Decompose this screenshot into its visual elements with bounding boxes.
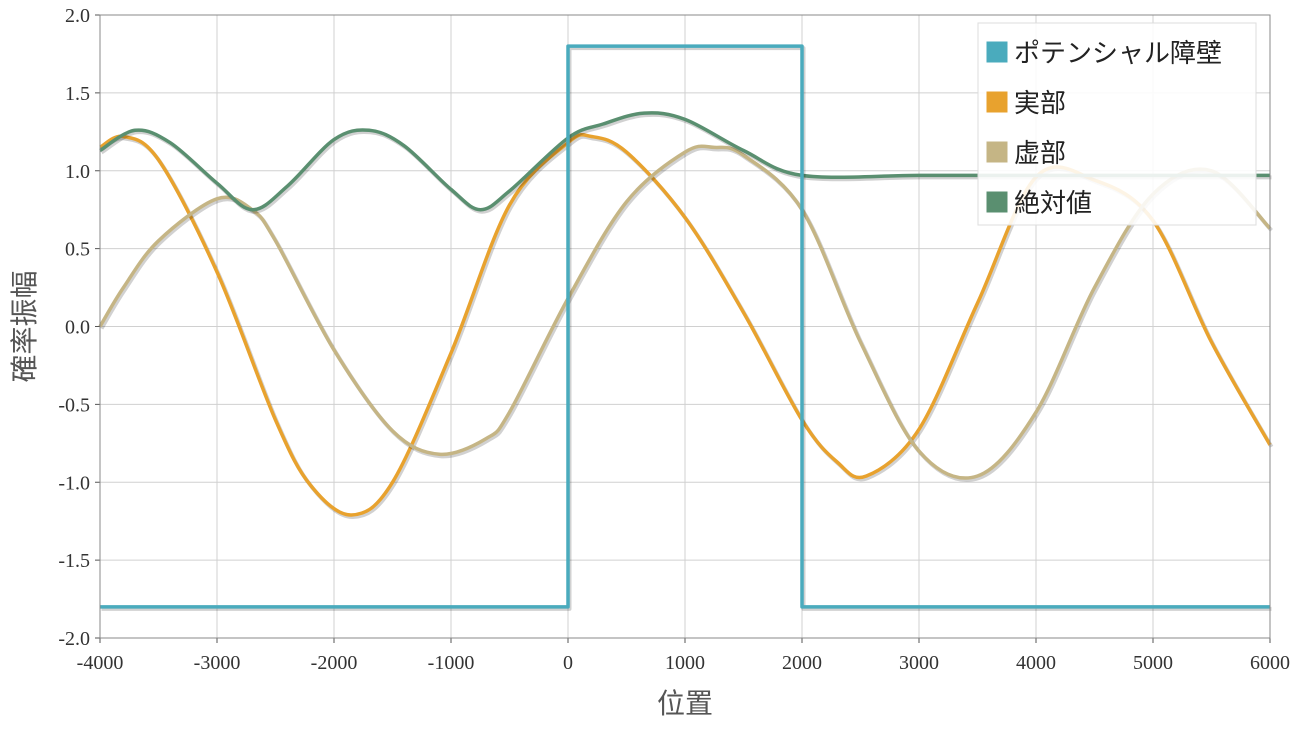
y-tick-label: -1.0 bbox=[58, 472, 90, 494]
x-tick-label: -4000 bbox=[77, 652, 124, 674]
legend-box bbox=[977, 22, 1257, 226]
y-tick-label: 0.0 bbox=[65, 317, 90, 339]
x-tick-label: 6000 bbox=[1250, 652, 1290, 674]
y-tick-label: -2.0 bbox=[58, 628, 90, 650]
x-tick-label: 0 bbox=[563, 652, 573, 674]
legend-swatch bbox=[985, 40, 1009, 64]
x-tick-label: 3000 bbox=[899, 652, 939, 674]
barrier-series-line bbox=[100, 44, 1270, 609]
legend-label: 虚部 bbox=[1014, 139, 1066, 169]
legend-swatch bbox=[985, 90, 1009, 114]
y-tick-label: 1.0 bbox=[65, 161, 90, 183]
legend-label: 絶対値 bbox=[1014, 189, 1092, 219]
x-tick-label: -3000 bbox=[194, 652, 241, 674]
x-tick-label: 5000 bbox=[1133, 652, 1173, 674]
y-tick-label: -0.5 bbox=[58, 394, 90, 416]
y-axis-title: 確率振幅 bbox=[8, 270, 41, 382]
y-tick-label: -1.5 bbox=[58, 550, 90, 572]
x-tick-label: 1000 bbox=[665, 652, 705, 674]
legend-label: 実部 bbox=[1014, 89, 1066, 119]
axes bbox=[95, 14, 1271, 643]
legend-label: ポテンシャル障壁 bbox=[1014, 39, 1222, 69]
plot-frame bbox=[99, 14, 1271, 639]
x-tick-label: 2000 bbox=[782, 652, 822, 674]
legend-swatch bbox=[985, 140, 1009, 164]
imaginary-part-series-line bbox=[98, 144, 1272, 480]
x-axis-title: 位置 bbox=[657, 687, 713, 720]
legend-swatch bbox=[985, 190, 1009, 214]
y-tick-label: 1.5 bbox=[65, 83, 90, 105]
x-tick-label: -1000 bbox=[428, 652, 475, 674]
absolute-value-series-line bbox=[99, 111, 1270, 212]
y-tick-label: 2.0 bbox=[65, 5, 90, 27]
x-tick-label: -2000 bbox=[311, 652, 358, 674]
y-tick-label: 0.5 bbox=[65, 239, 90, 261]
x-tick-label: 4000 bbox=[1016, 652, 1056, 674]
tick-labels: -4000 -3000 -2000 -1000 0 1000 2000 3000 4000 500… bbox=[58, 5, 1290, 674]
barrier-series-line-shadow bbox=[101, 46, 1272, 611]
